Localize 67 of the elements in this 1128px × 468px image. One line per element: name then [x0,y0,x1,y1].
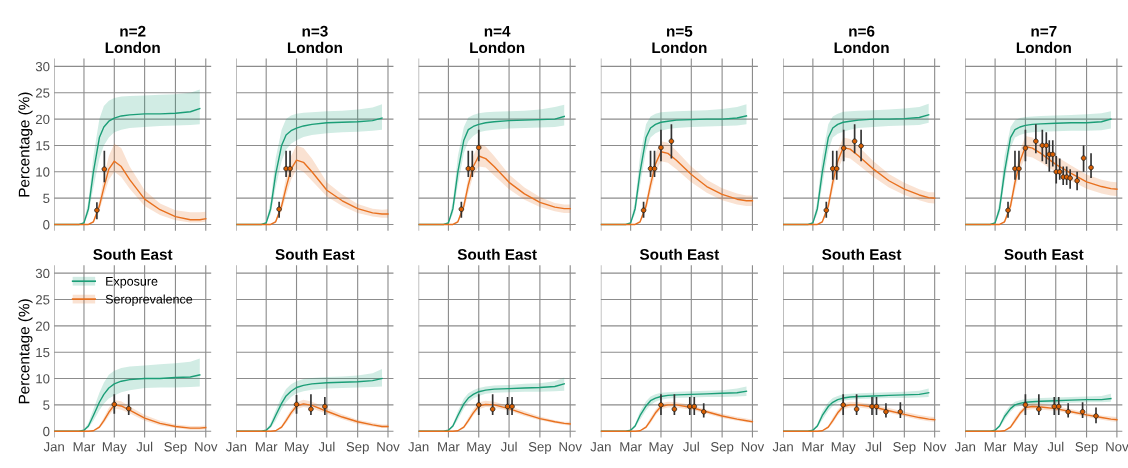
y-axis-title: Percentage (%) [18,92,33,197]
x-tick-label: May [649,442,674,455]
y-tick-label: 5 [43,400,50,410]
x-tick-label: Mar [802,442,825,452]
chart-title: South East [275,248,355,260]
chart-title: n=2 London [105,25,160,54]
x-tick-label: Mar [620,442,642,452]
chart-title: South East [1004,248,1084,260]
legend-label: Seroprevalence [105,294,193,307]
legend-label: Exposure [106,276,158,289]
x-tick-label: Sep [528,442,552,455]
chart-title: n=3 London [287,25,342,54]
x-tick-label: Jul [500,441,517,452]
x-tick-label: Jul [136,441,153,452]
y-tick-label: 25 [35,295,50,305]
x-tick-label: Jan [954,442,976,452]
y-tick-label: 30 [35,61,50,72]
x-tick-label: Sep [346,442,369,455]
x-tick-label: Jan [590,442,611,452]
y-tick-label: 5 [43,193,50,204]
y-tick-label: 20 [35,321,50,331]
x-tick-label: Nov [377,442,400,452]
x-tick-label: May [831,442,856,455]
y-tick-label: 10 [36,374,50,384]
chart-title: South East [822,248,902,260]
chart-title: n=6 London [834,25,889,54]
y-tick-label: 15 [36,347,50,358]
y-tick-label: 15 [36,141,50,151]
x-tick-label: May [102,442,127,455]
x-tick-label: Jan [772,442,793,452]
x-tick-label: Jul [683,441,699,452]
x-tick-label: Jan [43,442,64,452]
x-tick-label: May [467,442,492,455]
chart-title: South East [93,248,173,260]
y-tick-label: 30 [35,268,50,279]
chart-title: n=5 London [652,25,707,54]
y-tick-label: 20 [35,114,50,125]
y-tick-label: 10 [36,167,50,177]
x-tick-label: Nov [559,442,582,452]
x-tick-label: Sep [893,442,916,455]
chart-title: n=7 London [1016,25,1071,54]
y-axis-title: Percentage (%) [18,299,33,404]
x-tick-label: Jan [408,442,429,452]
x-tick-label: Mar [438,442,460,452]
x-tick-label: Mar [255,442,278,452]
chart-title: n=4 London [470,25,525,54]
x-tick-label: Jul [865,441,882,452]
x-tick-label: Jul [1047,441,1064,452]
y-tick-label: 25 [35,88,50,98]
y-tick-label: 0 [43,426,50,437]
x-tick-label: Sep [164,442,187,455]
x-tick-label: Nov [924,442,947,452]
x-tick-label: Mar [73,442,96,452]
x-tick-label: Nov [195,442,218,452]
x-tick-label: May [1014,442,1038,455]
y-tick-label: 0 [43,220,50,230]
x-tick-label: Jul [318,441,335,452]
x-tick-label: Sep [710,442,734,455]
line-series [54,160,207,226]
x-tick-label: Mar [984,442,1007,452]
x-tick-label: Nov [741,442,765,452]
x-tick-label: Sep [1075,442,1098,455]
x-tick-label: Nov [1106,442,1128,452]
chart-title: South East [457,248,537,260]
x-tick-label: May [285,442,309,455]
x-tick-label: Jan [225,442,247,452]
chart-title: South East [639,248,720,260]
